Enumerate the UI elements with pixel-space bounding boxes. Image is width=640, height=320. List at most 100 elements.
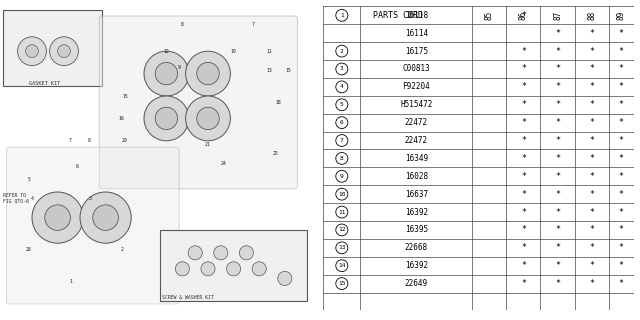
Circle shape: [186, 51, 230, 96]
Text: 12: 12: [338, 228, 346, 232]
Circle shape: [93, 205, 118, 230]
Text: *: *: [555, 100, 560, 109]
Text: 16392: 16392: [404, 261, 428, 270]
Text: *: *: [619, 65, 624, 74]
Text: *: *: [555, 261, 560, 270]
Text: *: *: [555, 172, 560, 181]
Text: *: *: [555, 136, 560, 145]
Text: 9: 9: [340, 174, 344, 179]
Text: 13: 13: [266, 68, 271, 73]
Text: 22649: 22649: [404, 279, 428, 288]
Circle shape: [336, 63, 348, 75]
Text: *: *: [521, 190, 526, 199]
Circle shape: [175, 262, 189, 276]
Text: *: *: [555, 82, 560, 92]
Text: 25: 25: [273, 151, 278, 156]
Text: *: *: [589, 279, 594, 288]
Text: 3: 3: [88, 196, 91, 201]
Circle shape: [214, 246, 228, 260]
Text: *: *: [589, 29, 594, 38]
Text: PARTS CORD: PARTS CORD: [372, 11, 422, 20]
Text: *: *: [521, 118, 526, 127]
Text: *: *: [555, 279, 560, 288]
Text: *: *: [521, 100, 526, 109]
Text: *: *: [521, 172, 526, 181]
Circle shape: [252, 262, 266, 276]
Text: *: *: [521, 154, 526, 163]
Text: *: *: [619, 172, 624, 181]
Text: *: *: [555, 243, 560, 252]
Text: 9: 9: [178, 65, 180, 70]
Text: *: *: [619, 47, 624, 56]
Text: *: *: [619, 82, 624, 92]
Circle shape: [197, 107, 219, 130]
Text: *: *: [589, 136, 594, 145]
Text: 22472: 22472: [404, 136, 428, 145]
Text: 12: 12: [164, 49, 169, 54]
Text: *: *: [521, 65, 526, 74]
Text: 8: 8: [88, 138, 91, 143]
Text: 28: 28: [26, 247, 31, 252]
Text: 24: 24: [221, 161, 227, 166]
Text: 1: 1: [69, 279, 72, 284]
Circle shape: [201, 262, 215, 276]
Circle shape: [336, 9, 348, 21]
Text: *: *: [589, 100, 594, 109]
Text: *: *: [555, 118, 560, 127]
Text: 7: 7: [252, 21, 254, 27]
Circle shape: [26, 45, 38, 58]
Text: REFER TO
FIG QTO-6: REFER TO FIG QTO-6: [3, 193, 29, 204]
Text: 21: 21: [205, 141, 211, 147]
Text: *: *: [555, 154, 560, 163]
Text: *: *: [521, 47, 526, 56]
Text: 2: 2: [340, 49, 344, 54]
Text: *: *: [589, 208, 594, 217]
Text: 3: 3: [340, 67, 344, 71]
Text: *: *: [619, 279, 624, 288]
Circle shape: [336, 135, 348, 147]
Text: *: *: [589, 261, 594, 270]
Circle shape: [45, 205, 70, 230]
Circle shape: [336, 45, 348, 57]
Circle shape: [336, 278, 348, 290]
Circle shape: [336, 81, 348, 93]
Text: 8: 8: [181, 21, 184, 27]
Text: 4: 4: [31, 196, 33, 201]
Text: 18: 18: [276, 100, 281, 105]
Text: 16395: 16395: [404, 225, 428, 235]
Text: *: *: [619, 100, 624, 109]
Circle shape: [278, 271, 292, 285]
Text: *: *: [521, 225, 526, 235]
FancyBboxPatch shape: [160, 230, 307, 301]
Text: 15: 15: [338, 281, 346, 286]
Text: 16: 16: [119, 116, 124, 121]
Text: 16349: 16349: [404, 154, 428, 163]
Text: *: *: [619, 190, 624, 199]
Circle shape: [144, 96, 189, 141]
FancyBboxPatch shape: [3, 10, 102, 86]
Text: *: *: [589, 154, 594, 163]
Text: 87: 87: [553, 11, 562, 20]
Circle shape: [336, 206, 348, 218]
Text: *: *: [589, 225, 594, 235]
Circle shape: [336, 117, 348, 129]
Text: 6: 6: [76, 164, 78, 169]
Text: 13: 13: [338, 245, 346, 250]
Circle shape: [144, 51, 189, 96]
Text: *: *: [555, 225, 560, 235]
Circle shape: [336, 188, 348, 200]
Text: *: *: [555, 47, 560, 56]
Text: *: *: [521, 82, 526, 92]
Circle shape: [156, 107, 178, 130]
Text: F92204: F92204: [403, 82, 430, 92]
Circle shape: [336, 153, 348, 164]
Text: GASKET KIT: GASKET KIT: [29, 81, 60, 86]
Text: 8: 8: [340, 156, 344, 161]
Text: 14: 14: [338, 263, 346, 268]
Circle shape: [188, 246, 202, 260]
Text: 1: 1: [340, 13, 344, 18]
Circle shape: [58, 45, 70, 58]
Text: 4: 4: [340, 84, 344, 89]
Text: 16028: 16028: [404, 172, 428, 181]
FancyBboxPatch shape: [99, 16, 298, 189]
